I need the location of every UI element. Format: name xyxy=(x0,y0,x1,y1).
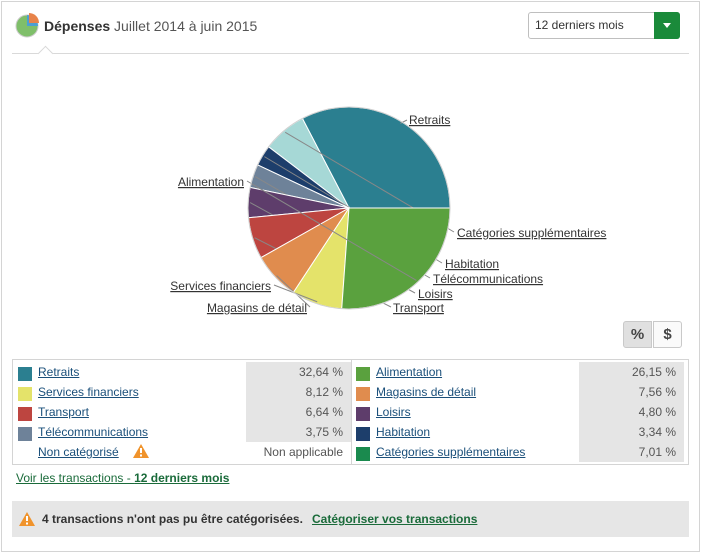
header-divider xyxy=(12,53,689,54)
legend-value: 6,64 % xyxy=(246,402,351,422)
warning-icon xyxy=(133,444,149,458)
legend-column-left: Retraits 32,64 % Services financiers 8,1… xyxy=(13,360,352,464)
legend-link-loisirs[interactable]: Loisirs xyxy=(376,405,411,419)
display-toggle: % $ xyxy=(623,321,683,349)
pie-outline xyxy=(247,106,451,310)
legend-row: Habitation 3,34 % xyxy=(351,422,689,442)
warning-icon xyxy=(19,512,35,526)
legend-value: 7,56 % xyxy=(579,382,684,402)
legend-link-non-categorise[interactable]: Non catégorisé xyxy=(38,445,119,459)
legend-row: Alimentation 26,15 % xyxy=(351,362,689,382)
legend-link-alimentation[interactable]: Alimentation xyxy=(376,365,443,379)
leader-line xyxy=(400,119,408,124)
pie-label[interactable]: Alimentation xyxy=(178,175,244,189)
pie-label[interactable]: Loisirs xyxy=(418,287,453,301)
color-swatch xyxy=(356,447,370,461)
legend-row: Non catégorisé Non applicable xyxy=(13,442,351,462)
spending-widget xyxy=(1,1,700,552)
legend-row: Télécommunications 3,75 % xyxy=(13,422,351,442)
legend-link-transport[interactable]: Transport xyxy=(38,405,89,419)
view-transactions-anchor[interactable]: Voir les transactions - 12 derniers mois xyxy=(16,471,230,485)
pie-label[interactable]: Retraits xyxy=(409,113,450,127)
pie-chart-logo-icon xyxy=(15,13,39,38)
legend-link-categories-supplementaires[interactable]: Catégories supplémentaires xyxy=(376,445,526,459)
pie-label[interactable]: Télécommunications xyxy=(433,272,543,286)
notice-text: 4 transactions n'ont pas pu être catégor… xyxy=(42,512,303,526)
color-swatch xyxy=(18,427,32,441)
period-select[interactable]: 12 derniers mois xyxy=(528,12,680,39)
color-swatch xyxy=(356,427,370,441)
legend-value: 8,12 % xyxy=(246,382,351,402)
legend-link-telecommunications[interactable]: Télécommunications xyxy=(38,425,149,439)
legend-row: Retraits 32,64 % xyxy=(13,362,351,382)
widget-header: Dépenses Juillet 2014 à juin 2015 12 der… xyxy=(12,6,690,52)
legend-value: Non applicable xyxy=(246,442,351,462)
legend-column-right: Alimentation 26,15 % Magasins de détail … xyxy=(351,360,689,464)
legend-row: Services financiers 8,12 % xyxy=(13,382,351,402)
percent-toggle-button[interactable]: % xyxy=(623,321,652,348)
legend-value: 4,80 % xyxy=(579,402,684,422)
color-swatch xyxy=(356,367,370,381)
legend-value: 7,01 % xyxy=(579,442,684,462)
leader-line xyxy=(276,275,311,308)
category-legend: Retraits 32,64 % Services financiers 8,1… xyxy=(12,359,689,465)
legend-link-services-financiers[interactable]: Services financiers xyxy=(38,385,139,399)
legend-row: Magasins de détail 7,56 % xyxy=(351,382,689,402)
legend-value: 3,75 % xyxy=(246,422,351,442)
pie-label[interactable]: Magasins de détail xyxy=(207,301,307,315)
view-transactions-link: Voir les transactions - 12 derniers mois xyxy=(16,471,229,485)
page-title: Dépenses Juillet 2014 à juin 2015 xyxy=(44,18,258,34)
chevron-down-icon[interactable] xyxy=(654,12,680,39)
pie-label[interactable]: Transport xyxy=(393,301,445,315)
color-swatch xyxy=(356,407,370,421)
legend-link-retraits[interactable]: Retraits xyxy=(38,365,80,379)
color-swatch xyxy=(356,387,370,401)
color-swatch xyxy=(18,407,32,421)
legend-row: Catégories supplémentaires 7,01 % xyxy=(351,442,689,462)
legend-value: 3,34 % xyxy=(579,422,684,442)
legend-value: 26,15 % xyxy=(579,362,684,382)
color-swatch xyxy=(18,387,32,401)
legend-row: Loisirs 4,80 % xyxy=(351,402,689,422)
legend-value: 32,64 % xyxy=(246,362,351,382)
pie-label[interactable]: Services financiers xyxy=(170,279,271,293)
categorize-transactions-link[interactable]: Catégoriser vos transactions xyxy=(312,512,478,526)
legend-row: Transport 6,64 % xyxy=(13,402,351,422)
pie-label[interactable]: Habitation xyxy=(445,257,499,271)
leader-line xyxy=(246,180,417,281)
period-select-value: 12 derniers mois xyxy=(535,18,624,32)
pie-label[interactable]: Catégories supplémentaires xyxy=(457,226,606,240)
uncategorized-notice: 4 transactions n'ont pas pu être catégor… xyxy=(12,501,689,537)
legend-link-magasins-de-detail[interactable]: Magasins de détail xyxy=(376,385,477,399)
legend-link-habitation[interactable]: Habitation xyxy=(376,425,431,439)
dollar-toggle-button[interactable]: $ xyxy=(653,321,682,348)
color-swatch xyxy=(18,367,32,381)
spending-pie-chart: Retraits Catégories supplémentaires Habita… xyxy=(170,106,606,315)
